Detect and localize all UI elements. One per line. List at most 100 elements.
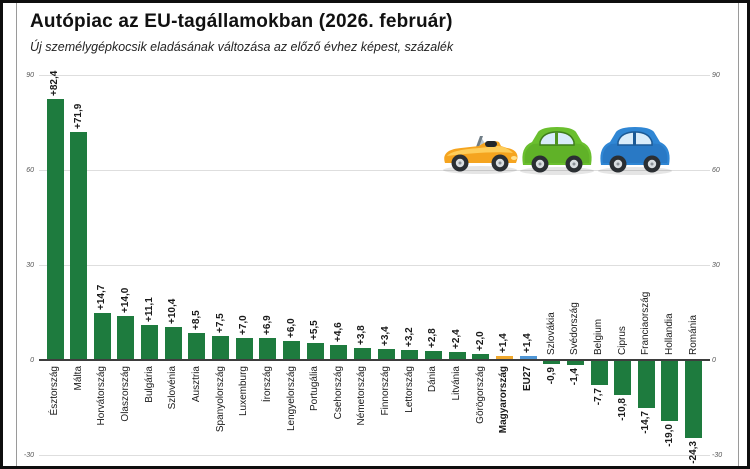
bar-value-label: +6,0 [285, 318, 297, 338]
bar-value-label: -24,3 [687, 440, 699, 464]
bar-value-label: +14,7 [96, 285, 108, 311]
green-car-icon [522, 127, 592, 173]
bar-value-label: +3,2 [403, 327, 415, 347]
bar [259, 338, 277, 360]
bar [330, 345, 348, 360]
category-label: Ciprus [616, 326, 628, 355]
bar-value-label: +2,4 [451, 329, 463, 350]
bar [495, 355, 513, 360]
orange-convertible-icon [444, 136, 518, 172]
page-edge-line-left [16, 3, 17, 466]
bar-value-label: +6,9 [261, 315, 273, 336]
bar-value-label: +71,9 [72, 104, 84, 130]
category-label: Belgium [593, 318, 605, 355]
page-edge-line-right [738, 3, 739, 466]
bar-value-label: -0,9 [545, 366, 557, 385]
category-label: Olaszország [119, 366, 131, 422]
category-label: EU27 [522, 366, 534, 392]
category-label: Görögország [474, 366, 486, 424]
category-label: Szlovénia [167, 366, 179, 410]
bar [212, 336, 230, 360]
category-label: Csehország [332, 366, 344, 420]
bar-value-label: -1,4 [569, 368, 581, 386]
gridline [39, 74, 710, 76]
bar [93, 313, 111, 360]
bar-value-label: +4,6 [332, 322, 344, 343]
category-label: Finnország [380, 366, 392, 416]
bar-value-label: +2,0 [474, 330, 486, 351]
category-label: Litvánia [451, 366, 463, 401]
category-label: Dánia [427, 366, 439, 393]
y-axis-tick-label: -30 [23, 452, 34, 459]
bar [519, 355, 537, 360]
bar [590, 361, 608, 386]
category-label: Ausztria [190, 366, 202, 403]
y-axis-tick-label: 0 [712, 357, 716, 364]
chart-subtitle: Új személygépkocsik eladásának változása… [30, 40, 454, 54]
y-axis-tick-label: 90 [712, 72, 720, 79]
bar [614, 361, 632, 396]
bar [141, 324, 159, 360]
bar [283, 341, 301, 360]
category-label: Észtország [49, 366, 60, 416]
category-label: Luxemburg [238, 366, 250, 417]
bar [164, 327, 182, 360]
bar-value-label: +7,0 [238, 315, 250, 335]
bar [117, 315, 135, 360]
bar [566, 361, 584, 366]
bar [637, 361, 655, 408]
category-label: Lengyelország [285, 366, 297, 432]
category-label: Málta [72, 366, 84, 391]
category-label: Svédország [569, 302, 581, 355]
bar [353, 347, 371, 360]
bar-value-label: +14,0 [119, 287, 131, 313]
bar-value-label: +2,8 [427, 328, 439, 349]
y-axis-tick-label: 60 [26, 167, 34, 174]
bar-value-label: +1,4 [498, 332, 510, 353]
y-axis-tick-label: 30 [712, 262, 720, 269]
bar [661, 361, 679, 422]
bar-value-label: +11,1 [143, 297, 155, 322]
y-axis-tick-label: 90 [26, 72, 34, 79]
x-axis-line [39, 359, 710, 361]
gridline [39, 169, 710, 171]
chart-title: Autópiac az EU-tagállamokban (2026. febr… [30, 11, 453, 32]
category-label: Írország [261, 366, 273, 403]
bar [46, 99, 64, 360]
bar-chart: 90 90 60 60 30 30 0 0 -30 -30 +82,4 Észtország +71,9… [3, 3, 747, 466]
bar-value-label: +82,4 [49, 70, 60, 97]
bar [377, 349, 395, 360]
category-label: Bulgária [143, 366, 155, 403]
category-label: Románia [687, 314, 699, 355]
y-axis-tick-label: 30 [26, 262, 34, 269]
category-label: Franciaország [640, 291, 652, 355]
category-label: Szlovákia [545, 312, 557, 355]
car-shadow [520, 167, 594, 175]
bar-value-label: -10,8 [616, 398, 628, 421]
category-label: Horvátország [96, 366, 108, 426]
gridline [39, 264, 710, 266]
y-axis-tick-label: 0 [30, 357, 34, 364]
blue-car-icon [600, 127, 670, 173]
category-label: Lettország [403, 366, 415, 413]
bar [448, 352, 466, 360]
category-label: Magyarország [498, 366, 510, 434]
bar-value-label: +8,5 [190, 310, 202, 331]
bar [70, 132, 88, 360]
bar-value-label: +7,5 [214, 313, 226, 334]
category-label: Németország [356, 366, 368, 426]
bar [306, 342, 324, 360]
bar-value-label: -14,7 [640, 410, 652, 434]
bar [188, 333, 206, 360]
bar-value-label: -7,7 [593, 388, 605, 406]
bar-value-label: +3,4 [380, 326, 392, 347]
cars-illustration [443, 127, 672, 175]
bar [543, 361, 561, 364]
bar [685, 361, 703, 438]
bar-value-label: +1,4 [522, 332, 534, 353]
bar [472, 353, 490, 360]
bar-value-label: +10,4 [167, 298, 179, 325]
bar [401, 349, 419, 360]
y-axis-tick-label: 60 [712, 167, 720, 174]
